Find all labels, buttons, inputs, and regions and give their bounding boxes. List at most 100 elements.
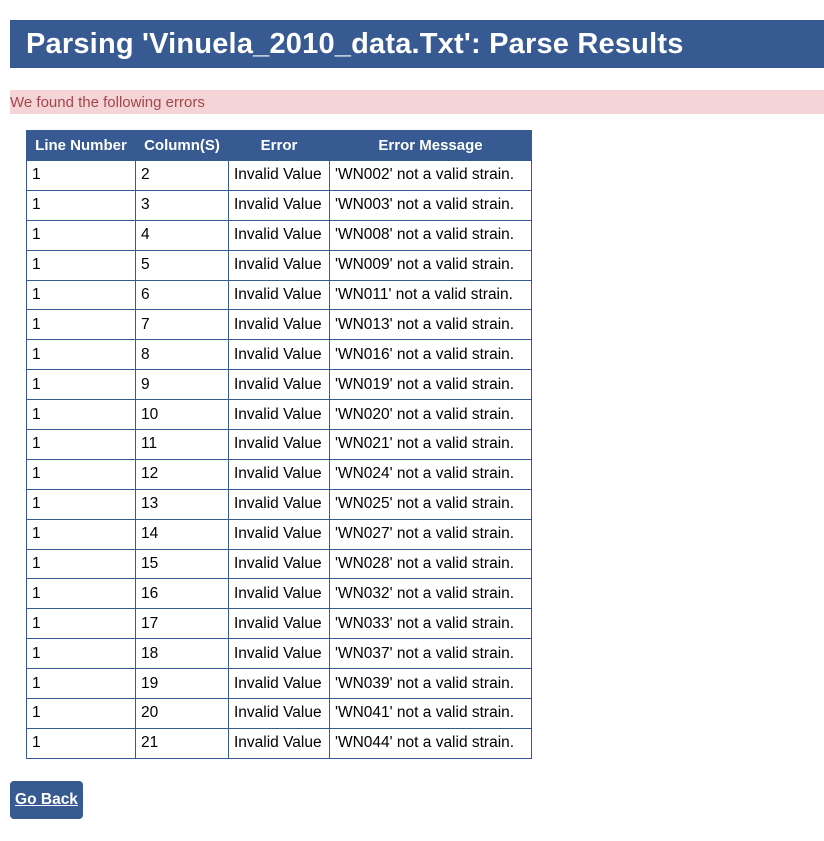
- cell-column: 3: [135, 189, 229, 221]
- cell-line-number: 1: [26, 458, 136, 490]
- cell-line-number: 1: [26, 727, 136, 759]
- cell-line-number: 1: [26, 369, 136, 401]
- cell-line-number: 1: [26, 249, 136, 281]
- cell-error-message: 'WN016' not a valid strain.: [329, 339, 532, 371]
- cell-error: Invalid Value: [228, 608, 330, 640]
- cell-error: Invalid Value: [228, 429, 330, 460]
- page-title: Parsing 'Vinuela_2010_data.Txt': Parse R…: [26, 27, 684, 60]
- go-back-button[interactable]: Go Back: [10, 781, 83, 819]
- table-row: 1 2 Invalid Value 'WN002' not a valid strai…: [26, 160, 532, 191]
- column-header-line-number: Line Number: [26, 130, 136, 161]
- cell-error: Invalid Value: [228, 249, 330, 281]
- cell-error: Invalid Value: [228, 160, 330, 191]
- cell-error-message: 'WN033' not a valid strain.: [329, 608, 532, 640]
- cell-error: Invalid Value: [228, 458, 330, 490]
- cell-line-number: 1: [26, 608, 136, 640]
- table-row: 1 3 Invalid Value 'WN003' not a valid strai…: [26, 189, 532, 221]
- cell-error-message: 'WN020' not a valid strain.: [329, 399, 532, 431]
- cell-error: Invalid Value: [228, 518, 330, 550]
- cell-error-message: 'WN008' not a valid strain.: [329, 219, 532, 251]
- cell-column: 8: [135, 339, 229, 371]
- cell-column: 4: [135, 219, 229, 251]
- table-row: 1 13 Invalid Value 'WN025' not a valid stra…: [26, 488, 532, 520]
- cell-line-number: 1: [26, 160, 136, 191]
- cell-error: Invalid Value: [228, 488, 330, 520]
- cell-line-number: 1: [26, 668, 136, 700]
- cell-error: Invalid Value: [228, 279, 330, 311]
- cell-error: Invalid Value: [228, 219, 330, 251]
- cell-error-message: 'WN028' not a valid strain.: [329, 548, 532, 580]
- cell-column: 21: [135, 727, 229, 759]
- cell-error-message: 'WN041' not a valid strain.: [329, 698, 532, 729]
- errors-table: Line Number Column(S) Error Error Messag…: [26, 130, 532, 759]
- table-row: 1 6 Invalid Value 'WN011' not a valid strai…: [26, 279, 532, 311]
- cell-error-message: 'WN011' not a valid strain.: [329, 279, 532, 311]
- cell-column: 9: [135, 369, 229, 401]
- cell-error: Invalid Value: [228, 189, 330, 221]
- cell-line-number: 1: [26, 309, 136, 341]
- cell-error: Invalid Value: [228, 578, 330, 610]
- column-header-error: Error: [228, 130, 330, 161]
- cell-error-message: 'WN009' not a valid strain.: [329, 249, 532, 281]
- cell-column: 18: [135, 638, 229, 670]
- table-row: 1 16 Invalid Value 'WN032' not a valid stra…: [26, 578, 532, 610]
- cell-column: 17: [135, 608, 229, 640]
- table-row: 1 17 Invalid Value 'WN033' not a valid stra…: [26, 608, 532, 640]
- cell-error: Invalid Value: [228, 309, 330, 341]
- cell-column: 14: [135, 518, 229, 550]
- column-header-columns: Column(S): [135, 130, 229, 161]
- cell-error-message: 'WN019' not a valid strain.: [329, 369, 532, 401]
- cell-error-message: 'WN039' not a valid strain.: [329, 668, 532, 700]
- cell-column: 15: [135, 548, 229, 580]
- error-banner-message: We found the following errors: [10, 93, 205, 111]
- table-row: 1 21 Invalid Value 'WN044' not a valid stra…: [26, 727, 532, 759]
- cell-line-number: 1: [26, 429, 136, 460]
- cell-column: 16: [135, 578, 229, 610]
- cell-line-number: 1: [26, 339, 136, 371]
- cell-error-message: 'WN044' not a valid strain.: [329, 727, 532, 759]
- cell-error: Invalid Value: [228, 668, 330, 700]
- cell-line-number: 1: [26, 518, 136, 550]
- cell-line-number: 1: [26, 548, 136, 580]
- cell-error: Invalid Value: [228, 548, 330, 580]
- cell-error-message: 'WN013' not a valid strain.: [329, 309, 532, 341]
- cell-error-message: 'WN032' not a valid strain.: [329, 578, 532, 610]
- page-header: Parsing 'Vinuela_2010_data.Txt': Parse R…: [10, 20, 824, 68]
- cell-column: 2: [135, 160, 229, 191]
- table-row: 1 19 Invalid Value 'WN039' not a valid stra…: [26, 668, 532, 700]
- cell-error-message: 'WN024' not a valid strain.: [329, 458, 532, 490]
- table-row: 1 12 Invalid Value 'WN024' not a valid stra…: [26, 458, 532, 490]
- cell-line-number: 1: [26, 638, 136, 670]
- table-row: 1 14 Invalid Value 'WN027' not a valid stra…: [26, 518, 532, 550]
- cell-error: Invalid Value: [228, 369, 330, 401]
- cell-error: Invalid Value: [228, 339, 330, 371]
- table-row: 1 7 Invalid Value 'WN013' not a valid strai…: [26, 309, 532, 341]
- cell-error-message: 'WN025' not a valid strain.: [329, 488, 532, 520]
- cell-column: 12: [135, 458, 229, 490]
- cell-column: 5: [135, 249, 229, 281]
- errors-table-body: 1 2 Invalid Value 'WN002' not a valid strai…: [26, 160, 532, 759]
- cell-line-number: 1: [26, 219, 136, 251]
- cell-line-number: 1: [26, 578, 136, 610]
- table-row: 1 9 Invalid Value 'WN019' not a valid strai…: [26, 369, 532, 401]
- table-row: 1 11 Invalid Value 'WN021' not a valid stra…: [26, 429, 532, 460]
- cell-column: 10: [135, 399, 229, 431]
- table-row: 1 18 Invalid Value 'WN037' not a valid stra…: [26, 638, 532, 670]
- cell-column: 6: [135, 279, 229, 311]
- cell-column: 20: [135, 698, 229, 729]
- cell-column: 7: [135, 309, 229, 341]
- cell-line-number: 1: [26, 698, 136, 729]
- error-banner: We found the following errors: [10, 90, 824, 114]
- table-row: 1 15 Invalid Value 'WN028' not a valid stra…: [26, 548, 532, 580]
- table-row: 1 10 Invalid Value 'WN020' not a valid stra…: [26, 399, 532, 431]
- cell-error: Invalid Value: [228, 399, 330, 431]
- cell-line-number: 1: [26, 279, 136, 311]
- cell-line-number: 1: [26, 399, 136, 431]
- cell-error: Invalid Value: [228, 727, 330, 759]
- cell-error: Invalid Value: [228, 638, 330, 670]
- cell-error-message: 'WN021' not a valid strain.: [329, 429, 532, 460]
- errors-table-header-row: Line Number Column(S) Error Error Messag…: [26, 130, 532, 161]
- cell-error-message: 'WN027' not a valid strain.: [329, 518, 532, 550]
- cell-column: 13: [135, 488, 229, 520]
- table-row: 1 4 Invalid Value 'WN008' not a valid strai…: [26, 219, 532, 251]
